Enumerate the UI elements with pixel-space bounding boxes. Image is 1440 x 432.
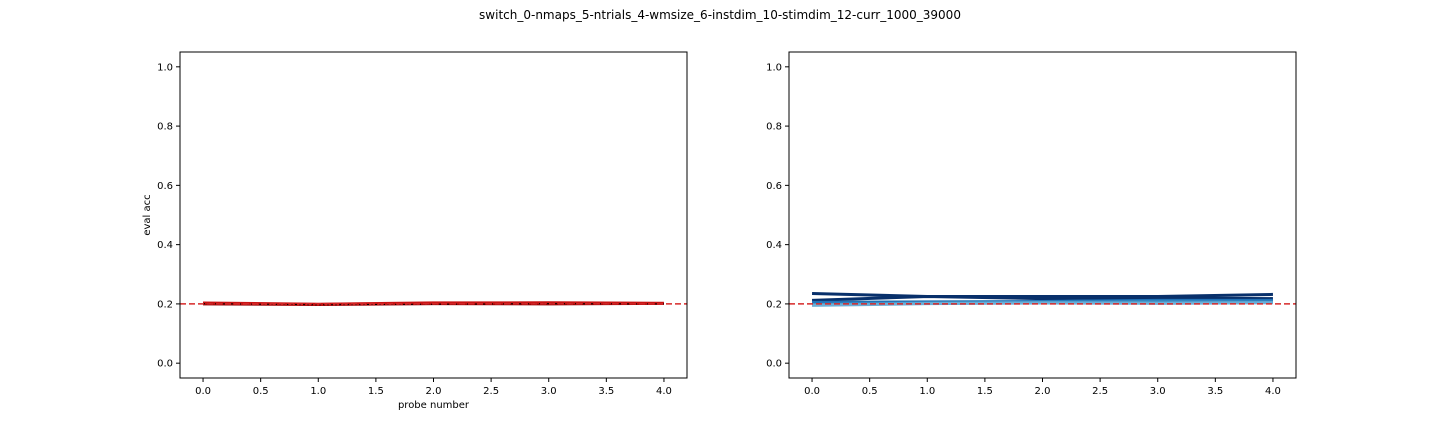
chart1-x-tick-label: 2.0 xyxy=(1035,386,1051,397)
chart0-x-tick-label: 3.0 xyxy=(541,386,557,397)
chart0-axes-frame xyxy=(179,51,688,379)
chart0-x-tick-label: 2.5 xyxy=(483,386,499,397)
chart0-y-tick-label: 0.6 xyxy=(157,181,173,192)
chart0-x-tick-label: 1.0 xyxy=(310,386,326,397)
chart1-y-tick-label: 0.2 xyxy=(766,299,782,310)
chart1-x-tick-label: 4.0 xyxy=(1265,386,1281,397)
figure-title: switch_0-nmaps_5-ntrials_4-wmsize_6-inst… xyxy=(479,8,961,22)
chart1-axes-frame xyxy=(788,51,1297,379)
chart1-series-1-line xyxy=(811,295,1273,302)
chart1-y-tick-label: 0.8 xyxy=(766,122,782,133)
chart1-x-tick-label: 0.0 xyxy=(804,386,820,397)
chart1-y-tick-label: 1.0 xyxy=(766,62,782,73)
chart0-x-tick-label: 1.5 xyxy=(368,386,384,397)
chart0-x-tick-label: 4.0 xyxy=(656,386,672,397)
chart0-y-axis-label: eval acc xyxy=(142,194,153,235)
chart0-x-tick-label: 0.5 xyxy=(253,386,269,397)
chart1-x-tick-label: 0.5 xyxy=(862,386,878,397)
chart0-x-axis-label: probe number xyxy=(398,400,470,411)
chart0-x-tick-label: 2.0 xyxy=(426,386,442,397)
chart0-y-tick-label: 0.0 xyxy=(157,359,173,370)
chart1-x-tick-label: 1.0 xyxy=(919,386,935,397)
chart1-y-tick-label: 0.4 xyxy=(766,240,782,251)
chart1-x-tick-label: 1.5 xyxy=(977,386,993,397)
chart1-y-tick-label: 0.6 xyxy=(766,181,782,192)
chart0-x-tick-label: 0.0 xyxy=(195,386,211,397)
chart0-y-tick-label: 0.8 xyxy=(157,122,173,133)
right-plot: 0.0 0.5 1.0 1.5 2.0 2.5 3.0 3.5 4.0 0.0 0.2 0.4 0.6 0… xyxy=(766,51,1297,397)
chart0-y-tick-label: 0.4 xyxy=(157,240,173,251)
chart1-series-0-line xyxy=(812,292,1273,298)
chart0-x-tick-label: 3.5 xyxy=(598,386,614,397)
chart1-x-tick-label: 3.5 xyxy=(1207,386,1223,397)
chart1-y-tick-label: 0.0 xyxy=(766,359,782,370)
chart1-x-tick-label: 2.5 xyxy=(1092,386,1108,397)
left-plot: 0.0 0.5 1.0 1.5 2.0 2.5 3.0 3.5 4.0 0.0 0.2 0.4 0.6 0… xyxy=(142,51,688,411)
chart0-y-tick-label: 1.0 xyxy=(157,62,173,73)
chart1-x-tick-label: 3.0 xyxy=(1150,386,1166,397)
chart0-y-tick-label: 0.2 xyxy=(157,299,173,310)
